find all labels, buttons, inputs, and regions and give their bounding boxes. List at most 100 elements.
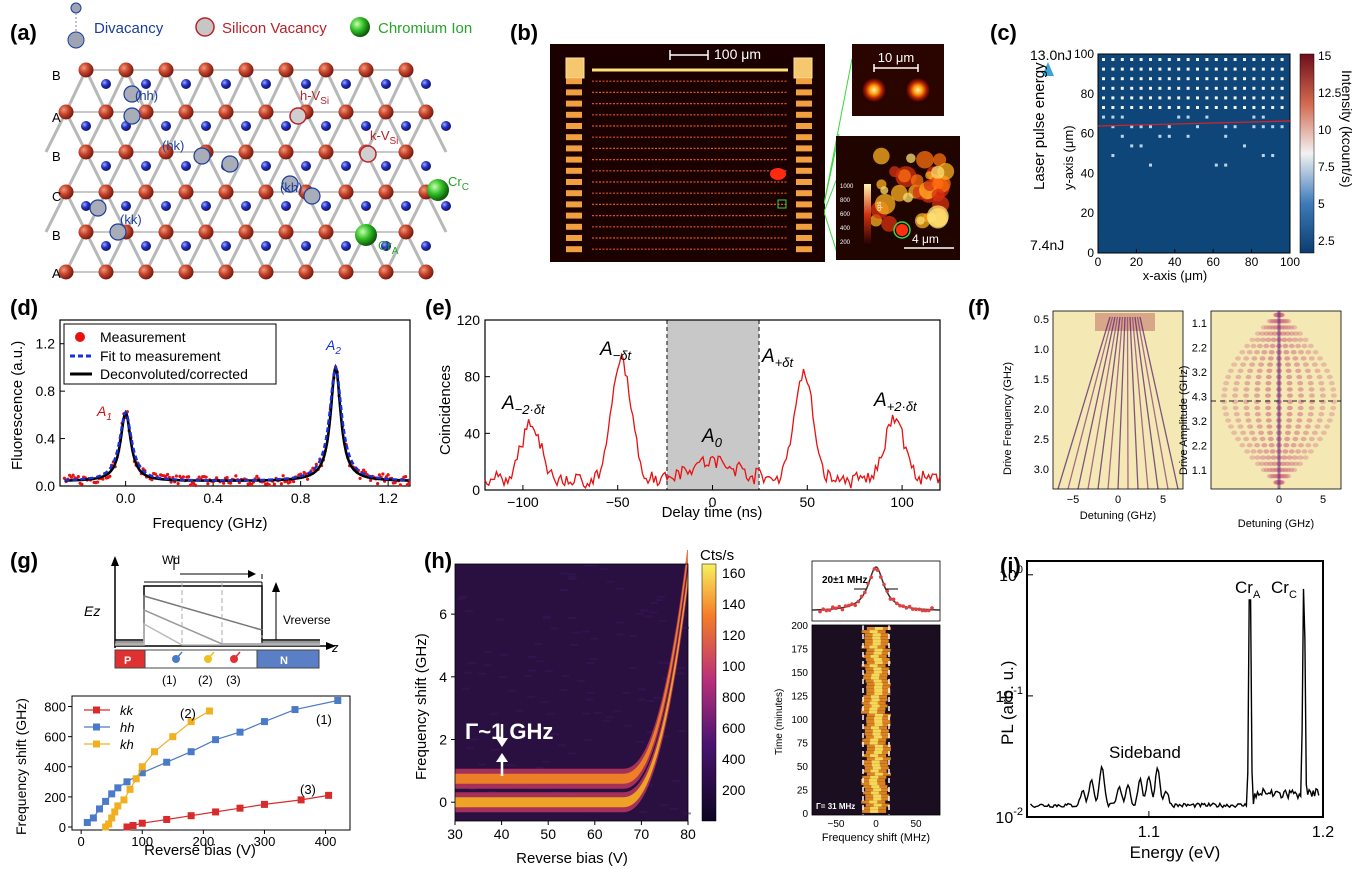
drive-spot [1292,356,1299,361]
drive-spot [1266,319,1273,324]
noise [462,687,471,690]
drive-spot [1280,331,1287,336]
emission-spot [1130,67,1134,71]
carbon-atom [178,184,194,200]
emission-spot [1149,163,1152,167]
emission-spot [1261,67,1265,71]
sideband-line [1087,316,1119,490]
drive-spot [1233,412,1240,417]
legend-divacancy: Divacancy [94,20,164,37]
measurement-point [279,482,283,486]
data-point-hh [89,814,97,822]
noise [567,573,576,576]
measurement-point [164,474,168,479]
tick-label: 0.0 [36,478,56,494]
drive-spot [1239,350,1246,355]
drive-spot [1269,449,1276,454]
layer-label: C [52,189,61,204]
tick-label: 1.1 [1192,465,1207,477]
silicon-atom [261,241,271,251]
label-kh: (kh) [280,180,302,195]
drive-spot [1239,443,1246,448]
drive-spot [1265,405,1272,411]
drive-spot [1306,374,1313,380]
carbon-atom [98,184,114,200]
noise [457,597,466,600]
silicon-atom [101,79,111,89]
emitter-spot [931,188,945,202]
noise [567,578,576,581]
noise [468,788,477,791]
contact-finger [566,145,582,152]
divacancy-site [193,147,211,165]
measurement-point [404,474,408,479]
noise [534,642,543,645]
carbon-atom [158,62,174,78]
noise [508,764,517,767]
drive-spot [1297,337,1304,342]
peak-a1-label: A1 [96,403,112,423]
drive-spot [1297,455,1304,460]
carbon-atom [58,184,74,200]
emission-spot [1280,67,1284,71]
drive-spot [1328,412,1335,417]
cbar-tick: 600 [840,212,851,218]
carbon-atom [398,62,414,78]
inset-point [834,606,838,611]
panel-b-zoom1: 10 μm [852,44,944,116]
divacancy-site [221,155,239,173]
drive-spot [1308,405,1315,411]
sketch-z-label: z [331,640,339,655]
tick-label: 2.5 [1318,234,1335,248]
drive-spot [1292,436,1299,442]
drive-spot [1319,405,1326,411]
drive-spot [1281,474,1288,479]
silicon-atom [141,161,151,171]
drive-spot [1254,381,1261,386]
data-point-kh [169,733,177,741]
drive-spot [1235,374,1242,380]
drive-spot [1254,337,1261,342]
drive-spot [1270,337,1277,342]
g-ylabel: Frequency shift (GHz) [13,698,29,835]
panel-label-c: (c) [990,20,1017,45]
c-ylabel: y-axis (μm) [1061,125,1076,190]
panel-label-a: (a) [10,20,37,45]
emission-spot [1139,58,1143,61]
measurement-point [225,476,229,480]
b-colorbar [864,184,871,246]
contact-finger [796,78,812,85]
tick-label: 2.2 [1192,441,1207,453]
drive-spot [1311,362,1318,367]
emission-spot [1111,67,1115,71]
emission-spot [1243,77,1246,81]
silicon-atom [261,79,271,89]
drive-spot [1302,430,1309,435]
emitter-spot [916,216,925,225]
tick-label: −5 [1067,494,1080,506]
noise [657,595,666,598]
drive-spot [1265,399,1272,404]
noise [589,564,598,567]
measurement-point [255,474,259,478]
noise [524,675,533,678]
tick-label: 0 [59,820,66,835]
noise [550,627,559,630]
drive-spot [1227,424,1234,429]
drive-spot [1267,331,1274,336]
emission-spot [1224,134,1228,138]
noise [658,661,667,664]
emission-spot [1261,58,1265,61]
noise [639,811,648,814]
drive-spot [1245,374,1252,380]
panel-f-spectra: 0.5 1.0 1.5 2.0 2.5 3.0 1.1 2.2 3.2 4.3 3.2 2.2 1.1 −… [1002,310,1342,530]
emission-spot [1139,125,1143,129]
drive-spot [1308,356,1315,361]
tick-label: 0 [472,482,480,498]
inset-point [911,607,915,611]
drive-spot [1269,343,1276,349]
tick-label: 5 [1160,494,1166,506]
emission-spot [1111,115,1115,119]
emission-spot [1243,144,1246,148]
